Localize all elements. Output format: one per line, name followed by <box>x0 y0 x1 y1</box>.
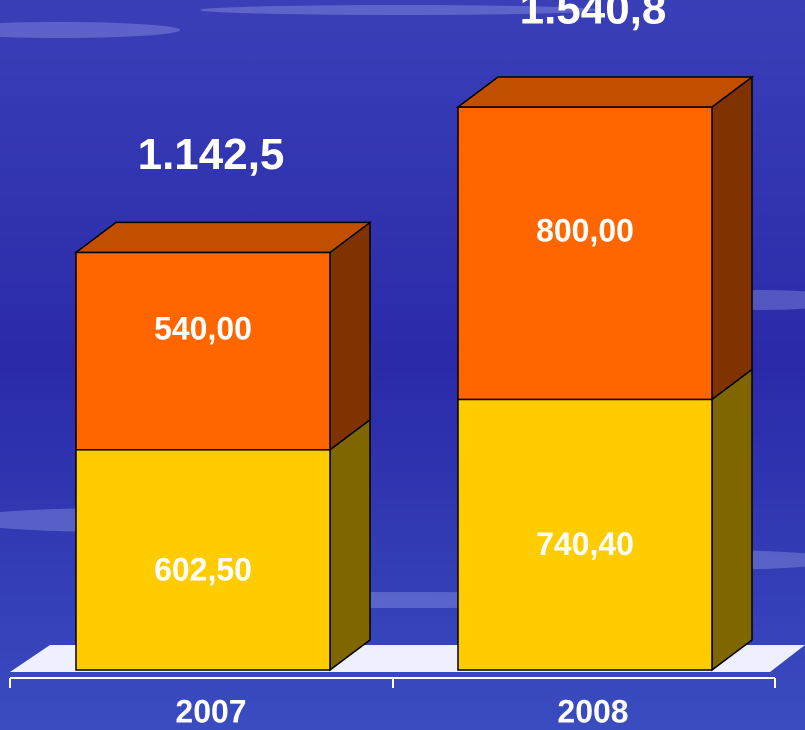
bar <box>457 106 713 401</box>
bar <box>457 398 713 671</box>
x-tick-label: 2008 <box>557 693 628 729</box>
value-label: 800,00 <box>536 213 634 249</box>
bar-top <box>73 221 373 254</box>
value-label: 540,00 <box>154 311 252 347</box>
bar-top <box>455 76 755 108</box>
bar-side <box>329 220 371 452</box>
bar <box>75 449 331 671</box>
total-label: 1.142,5 <box>138 130 285 179</box>
value-label: 602,50 <box>154 551 252 587</box>
bar-side <box>711 367 753 672</box>
total-label: 1.540,8 <box>520 0 667 33</box>
bar-side <box>329 418 371 672</box>
bar <box>75 251 331 451</box>
value-label: 740,40 <box>536 526 634 562</box>
bar-side <box>711 75 753 401</box>
x-tick-label: 2007 <box>175 693 246 729</box>
